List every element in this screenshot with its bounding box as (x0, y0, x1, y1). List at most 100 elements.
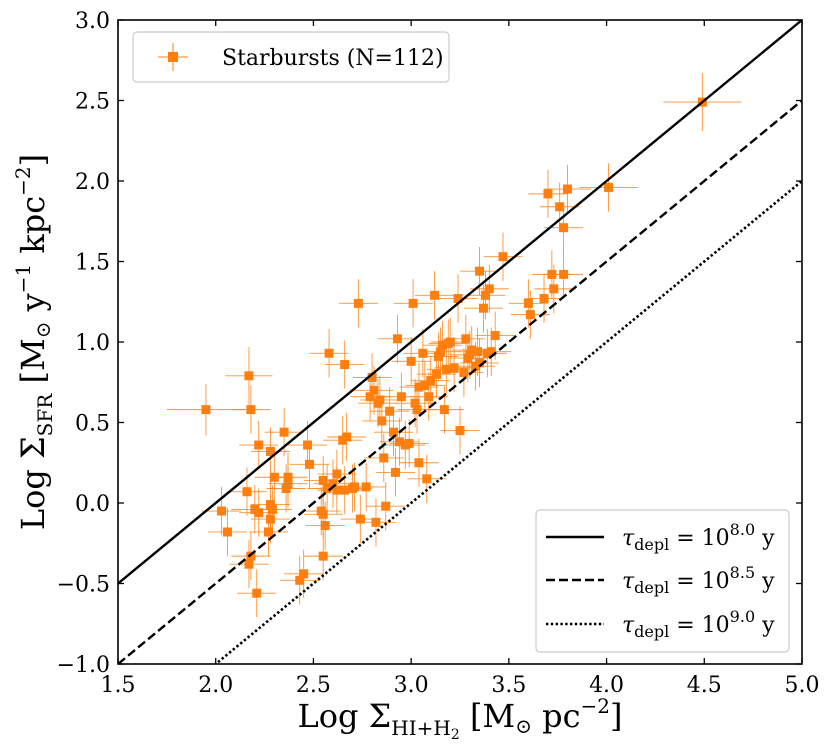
data-point (244, 371, 254, 381)
data-point (217, 506, 227, 516)
data-point (424, 392, 434, 402)
data-point (473, 347, 483, 357)
data-point (269, 472, 279, 482)
data-point (369, 385, 379, 395)
data-point (445, 337, 455, 347)
legend-square-marker (168, 52, 178, 62)
data-point (486, 347, 496, 357)
data-point (303, 440, 313, 450)
y-tick-label: 1.5 (75, 251, 110, 276)
y-tick-label: 2.5 (75, 90, 110, 115)
lines-legend-box (535, 509, 790, 653)
data-point (559, 269, 569, 279)
y-tick-label: −1.0 (57, 653, 110, 678)
data-point (604, 182, 614, 192)
data-point (332, 485, 342, 495)
data-point (455, 426, 465, 436)
depletion-line-dotted (213, 179, 802, 664)
data-point (295, 575, 305, 585)
data-point (244, 559, 254, 569)
data-point (322, 484, 332, 494)
y-tick-label: −0.5 (57, 573, 110, 598)
data-point (361, 482, 371, 492)
data-point (252, 588, 262, 598)
data-point (328, 479, 338, 489)
data-point (324, 348, 334, 358)
data-point (498, 252, 508, 262)
data-point (547, 269, 557, 279)
data-point (394, 437, 404, 447)
data-point (367, 372, 377, 382)
data-point (381, 501, 391, 511)
data-point (349, 482, 359, 492)
data-point (342, 432, 352, 442)
depletion-time-lines (118, 20, 802, 664)
data-point (254, 508, 264, 518)
data-point (430, 290, 440, 300)
data-point (412, 405, 422, 415)
data-point (365, 392, 375, 402)
data-point (246, 405, 256, 415)
data-point (318, 475, 328, 485)
x-tick-label: 2.5 (296, 673, 331, 698)
data-point (420, 380, 430, 390)
data-point (389, 427, 399, 437)
data-point (318, 551, 328, 561)
data-point (332, 469, 342, 479)
data-point (467, 345, 477, 355)
axis-ticks: 1.5 2.0 2.5 3.0 3.5 4.0 4.5 5.0 −1.0 −0.5 0.0 0.5 1.… (57, 9, 820, 698)
data-point (484, 284, 494, 294)
y-tick-label: 3.0 (75, 9, 110, 34)
data-point (385, 406, 395, 416)
data-point (549, 284, 559, 294)
data-point (539, 294, 549, 304)
depletion-line-dashed (118, 99, 802, 664)
data-point (475, 266, 485, 276)
y-axis-title: Log ΣSFR [M⊙ y−1 kpc−2] (11, 154, 57, 530)
y-tick-label: 2.0 (75, 170, 110, 195)
data-point (222, 527, 232, 537)
data-point (246, 551, 256, 561)
x-tick-label: 1.5 (101, 673, 136, 698)
data-point (525, 310, 535, 320)
x-tick-label: 4.5 (687, 673, 722, 698)
data-point (340, 360, 350, 370)
data-point (340, 485, 350, 495)
x-tick-label: 5.0 (785, 673, 820, 698)
data-point (299, 569, 309, 579)
y-tick-label: 0.0 (75, 492, 110, 517)
data-point (265, 446, 275, 456)
data-point (406, 356, 416, 366)
data-point (279, 427, 289, 437)
data-point (283, 479, 293, 489)
data-point (404, 438, 414, 448)
data-point (453, 294, 463, 304)
data-point (305, 459, 315, 469)
data-point (318, 509, 328, 519)
data-point (410, 398, 420, 408)
data-point (242, 487, 252, 497)
data-point (559, 223, 569, 233)
y-tick-label: 1.0 (75, 331, 110, 356)
legend-line-1-label: τdepl = 108.0 y (622, 520, 775, 554)
data-point (281, 484, 291, 494)
scatter-legend-box (132, 31, 450, 83)
data-point (371, 517, 381, 527)
data-point (377, 416, 387, 426)
data-point (408, 298, 418, 308)
scatter-legend: Starbursts (N=112) (132, 31, 450, 83)
x-tick-label: 3.0 (394, 673, 429, 698)
data-point (459, 368, 469, 378)
data-point (435, 347, 445, 357)
data-point (449, 363, 459, 373)
data-point (441, 364, 451, 374)
data-point (422, 474, 432, 484)
data-point (437, 340, 447, 350)
legend-line-3-label: τdepl = 109.0 y (622, 607, 775, 641)
data-point (523, 298, 533, 308)
data-point (414, 382, 424, 392)
data-point (490, 331, 500, 341)
data-point (379, 453, 389, 463)
lines-legend: τdepl = 108.0 y τdepl = 108.5 y τdepl = … (535, 509, 790, 653)
data-point (263, 527, 273, 537)
